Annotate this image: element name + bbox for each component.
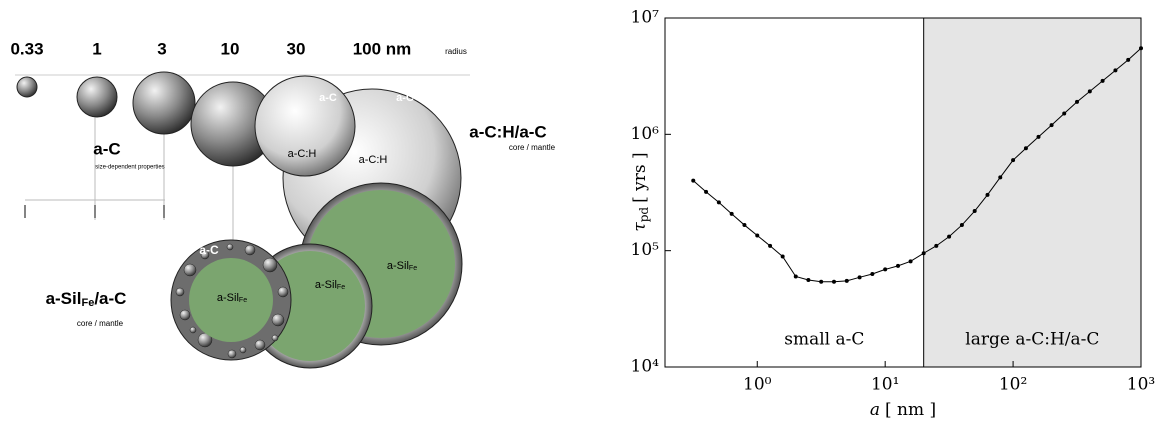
grain-core	[189, 258, 273, 342]
grain	[254, 75, 356, 177]
data-point	[1126, 57, 1131, 62]
shaded-region	[923, 18, 1141, 367]
data-point	[896, 263, 901, 268]
data-point	[780, 254, 785, 259]
diagram: 0.33 1 3 10 30 100 nm radius a-C size-de…	[10, 39, 556, 369]
annotation: small a-C	[784, 330, 864, 350]
y-tick-label: 10⁷	[631, 8, 660, 28]
data-point	[793, 274, 798, 279]
data-point	[1139, 46, 1143, 51]
data-point	[844, 278, 849, 283]
data-point	[908, 259, 913, 264]
data-point	[1113, 68, 1118, 73]
data-point	[857, 275, 862, 280]
data-point	[1087, 89, 1092, 94]
data-point	[921, 251, 926, 256]
data-point	[755, 233, 760, 238]
y-tick-label: 10⁶	[631, 124, 660, 144]
x-tick-label: 10⁰	[743, 375, 772, 395]
data-point	[1100, 78, 1105, 83]
core-label: a-C:H	[288, 148, 317, 160]
mantle-label: a-C	[319, 92, 337, 104]
mantle-label: a-C	[396, 92, 414, 104]
radius-label: 100 nm	[353, 39, 412, 58]
x-tick-label: 10²	[999, 375, 1027, 395]
annotation: large a-C:H/a-C	[965, 330, 1099, 350]
sil-note: core / mantle	[77, 319, 124, 328]
data-point	[768, 243, 773, 248]
y-tick-label: 10⁵	[631, 240, 660, 260]
ac-note: size-dependent properties	[95, 165, 164, 171]
data-point	[831, 279, 836, 284]
core-label: a-SilFe	[387, 260, 417, 272]
radius-label: 1	[92, 39, 101, 58]
radius-label: 30	[287, 39, 306, 58]
data-point	[870, 272, 875, 277]
radius-label: 10	[221, 39, 240, 58]
data-point	[819, 279, 824, 284]
data-point	[934, 243, 939, 248]
data-point	[742, 223, 747, 228]
core-label: a-SilFe	[315, 279, 345, 291]
y-tick-label: 10⁴	[631, 357, 660, 377]
data-point	[985, 192, 990, 197]
grain	[132, 71, 196, 135]
chart: τpd[ yrs ] a[ nm ] small a-C large a-C:H/…	[630, 8, 1156, 420]
mantle-label: a-C	[199, 243, 219, 257]
x-tick-label: 10³	[1127, 375, 1155, 395]
data-point	[883, 267, 888, 272]
x-axis-label: a[ nm ]	[870, 400, 936, 420]
ach-label: a-C:H/a-C	[469, 122, 546, 141]
data-point	[959, 223, 964, 228]
core-label: a-C:H	[359, 154, 388, 166]
mantle-grains	[175, 243, 289, 359]
ach-note: core / mantle	[509, 143, 556, 152]
radius-label: 0.33	[10, 39, 43, 58]
data-point	[1075, 99, 1080, 104]
data-point	[1049, 123, 1054, 128]
grain	[76, 76, 118, 118]
data-point	[716, 200, 721, 205]
data-point	[691, 178, 696, 183]
data-point	[972, 209, 977, 214]
sil-label: a-SilFe/a-C	[46, 289, 127, 308]
data-point	[704, 189, 709, 194]
x-tick-label: 10¹	[871, 375, 899, 395]
data-point	[806, 277, 811, 282]
y-axis-label: τpd[ yrs ]	[630, 152, 651, 231]
data-point	[947, 234, 952, 239]
data-point	[1062, 111, 1067, 116]
grain	[16, 76, 38, 98]
data-point	[1023, 146, 1028, 151]
data-point	[1011, 158, 1016, 163]
data-point	[729, 211, 734, 216]
radius-label: 3	[157, 39, 166, 58]
plot-frame	[664, 17, 1142, 368]
radius-caption: radius	[445, 47, 467, 56]
core-label: a-SilFe	[217, 292, 247, 304]
ac-label: a-C	[93, 139, 120, 158]
data-line	[692, 47, 1142, 283]
data-point	[998, 175, 1003, 180]
data-point	[1036, 134, 1041, 139]
size-ticks	[24, 205, 165, 218]
